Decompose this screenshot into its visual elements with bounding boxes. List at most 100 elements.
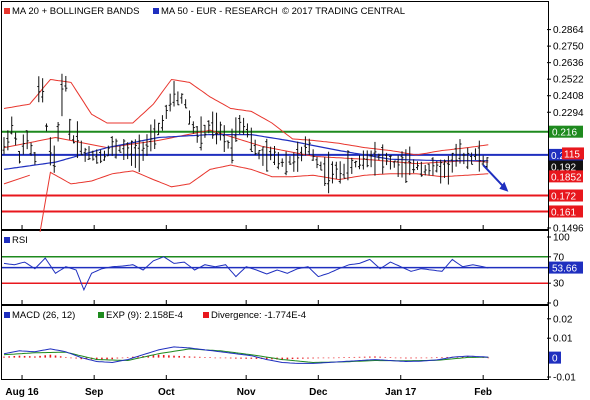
macd-legend-label: MACD (26, 12): [12, 310, 75, 321]
x-axis-label: Sep: [85, 387, 103, 398]
divergence-bar: [286, 357, 289, 360]
divergence-bar: [95, 357, 98, 360]
ma50-legend-swatch: [153, 8, 159, 14]
divergence-bar: [188, 356, 191, 358]
divergence-bar: [121, 357, 124, 359]
macd-axis-label: 0.01: [553, 334, 573, 345]
divergence-bar: [374, 356, 376, 358]
divergence-bar: [312, 357, 314, 359]
x-axis: Aug 16 Sep Oct Nov Dec Jan 17 Feb: [5, 225, 492, 398]
divergence-bar: [193, 356, 196, 358]
divergence-bar: [405, 357, 407, 359]
macd-tag-label: 0: [552, 354, 558, 365]
divergence-bar: [106, 357, 108, 360]
divergence-bar: [49, 354, 52, 358]
rsi-axis-label: 30: [553, 279, 565, 290]
divergence-bar: [415, 357, 417, 359]
price-tag-box: [549, 205, 583, 218]
macd-axis-label: 0.02: [553, 314, 573, 325]
divergence-bar: [219, 357, 222, 359]
divergence-bar: [224, 357, 227, 359]
divergence-bar: [332, 357, 335, 359]
price-axis-label: 0.2408: [553, 91, 584, 102]
divergence-bar: [363, 356, 366, 358]
ma20-line: [3, 129, 489, 165]
divergence-bar: [111, 357, 113, 360]
rsi-legend-label: RSI: [12, 235, 28, 246]
rsi-legend: RSI: [4, 235, 28, 246]
divergence-bar: [229, 357, 232, 359]
divergence-bar: [436, 357, 438, 358]
divergence-bar: [198, 356, 201, 358]
divergence-bar: [80, 357, 83, 360]
macd-line: [3, 346, 489, 364]
divergence-bar: [296, 357, 299, 359]
price-tag-label: 0.2: [551, 151, 565, 162]
price-tag-box: [549, 189, 583, 202]
rsi-tag-label: 53.66: [552, 264, 577, 275]
macd-exp-line: [3, 348, 489, 364]
divergence-bar: [265, 357, 268, 360]
copyright-label: © 2017 TRADING CENTRAL: [282, 6, 405, 17]
divergence-bar: [173, 355, 175, 358]
x-axis-label: Nov: [237, 387, 256, 398]
divergence-legend-label: Divergence: -1.774E-4: [211, 310, 306, 321]
exp-legend-label: EXP (9): 2.158E-4: [106, 310, 183, 321]
macd-legend-swatch: [4, 312, 10, 318]
ma20-legend-swatch: [4, 8, 10, 14]
divergence-bar: [255, 357, 258, 359]
rsi-axis-label: 0: [553, 299, 559, 310]
bollinger-lower-band-start: [3, 174, 30, 185]
divergence-bar: [3, 356, 5, 358]
resistance-tag-label: 0.216: [552, 128, 577, 139]
price-tag-label: 0.192: [551, 162, 576, 173]
x-axis-label: Jan 17: [385, 387, 417, 398]
divergence-bar: [178, 355, 180, 358]
rsi-panel: 100 70 30 0 53.66: [2, 233, 583, 310]
macd-tag-box: [549, 351, 561, 364]
resistance-tag-box: [549, 125, 583, 138]
divergence-bar: [209, 357, 211, 358]
divergence-bar: [34, 356, 36, 358]
price-tag-label: 115: [564, 149, 580, 160]
divergence-bar: [343, 357, 345, 358]
divergence-bar: [425, 357, 428, 359]
price-axis-label: 0.1496: [553, 224, 584, 235]
x-axis-label: Aug 16: [5, 387, 39, 398]
divergence-bar: [75, 357, 77, 359]
divergence-bar: [162, 355, 165, 358]
divergence-bar: [39, 355, 41, 358]
macd-panel: 0.02 0.01 -0.01 0: [3, 314, 576, 384]
divergence-bar: [394, 357, 397, 359]
divergence-bar: [317, 357, 320, 359]
divergence-bar: [235, 357, 237, 359]
divergence-bar: [70, 357, 72, 359]
divergence-bar: [23, 355, 26, 358]
divergence-bar: [137, 356, 139, 358]
ma20-legend-label: MA 20 + BOLLINGER BANDS: [12, 6, 140, 17]
price-axis-label: 0.2750: [553, 42, 584, 53]
x-axis-label: Feb: [474, 387, 492, 398]
price-axis-label: 0.2522: [553, 75, 584, 86]
divergence-bar: [291, 357, 294, 360]
ma50-legend-label: MA 50 - EUR - RESEARCH: [161, 6, 278, 17]
divergence-bar: [8, 356, 10, 358]
bollinger-lower-band: [39, 164, 489, 232]
forecast-arrow-head: [499, 181, 509, 192]
divergence-bar: [420, 357, 423, 359]
rsi-tag-box: [549, 261, 583, 274]
divergence-bar: [250, 357, 253, 359]
bollinger-upper-band: [3, 78, 489, 156]
divergence-bar: [28, 356, 31, 358]
price-tag-box: [562, 147, 584, 160]
divergence-bar: [281, 357, 284, 360]
divergence-bar: [348, 357, 351, 358]
rsi-line: [3, 256, 489, 292]
divergence-bar: [59, 356, 62, 358]
macd-panel-frame: [1, 305, 549, 380]
macd-legend: MACD (26, 12) EXP (9): 2.158E-4 Divergen…: [4, 310, 306, 321]
divergence-bar: [54, 355, 57, 358]
divergence-bar: [271, 357, 273, 360]
divergence-bar: [183, 356, 186, 358]
